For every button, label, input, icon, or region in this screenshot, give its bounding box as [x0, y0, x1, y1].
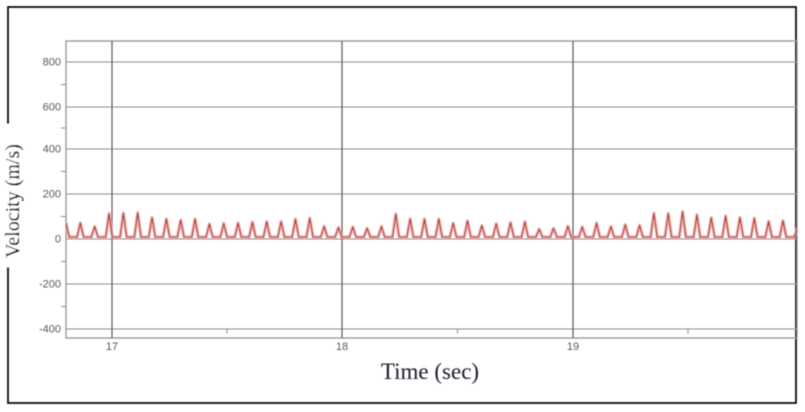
svg-text:Velocity (m/s): Velocity (m/s): [2, 144, 24, 258]
svg-text:-400: -400: [39, 324, 61, 336]
svg-text:Time (sec): Time (sec): [381, 359, 479, 384]
svg-text:17: 17: [106, 341, 118, 353]
svg-text:0: 0: [55, 234, 61, 246]
svg-text:200: 200: [43, 189, 61, 201]
svg-text:400: 400: [43, 144, 61, 156]
svg-text:-200: -200: [39, 279, 61, 291]
svg-text:600: 600: [43, 102, 61, 114]
svg-text:19: 19: [567, 341, 579, 353]
svg-text:18: 18: [336, 341, 348, 353]
svg-text:800: 800: [43, 57, 61, 69]
